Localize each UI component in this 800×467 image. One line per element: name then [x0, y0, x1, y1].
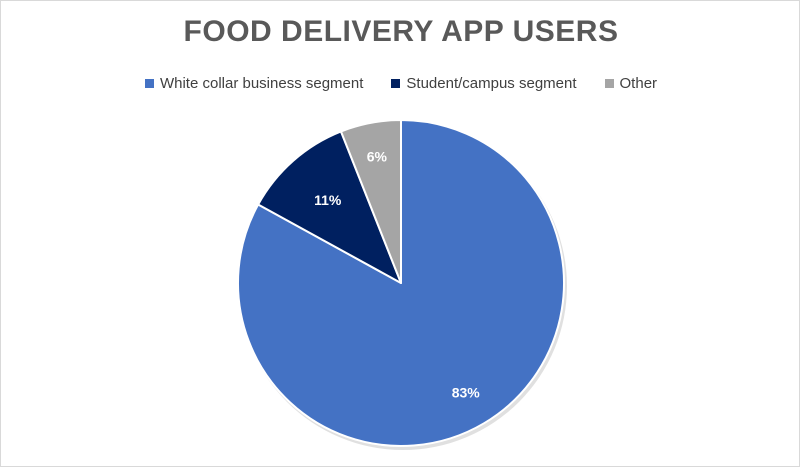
legend-item-other: Other [604, 75, 658, 92]
chart-legend: White collar business segment Student/ca… [1, 75, 800, 92]
legend-label-other: Other [619, 75, 658, 92]
legend-swatch-white-collar [144, 79, 154, 88]
pie-slice-student [257, 130, 402, 284]
chart-title: FOOD DELIVERY APP USERS [183, 15, 619, 48]
legend-label-student: Student/campus segment [406, 75, 577, 92]
data-label-white-collar: 83% [452, 384, 481, 400]
pie-slice-other [339, 119, 402, 284]
legend-label-white-collar: White collar business segment [159, 75, 364, 92]
data-label-student: 11% [314, 192, 342, 208]
legend-item-student: Student/campus segment [391, 75, 577, 92]
legend-swatch-student [391, 79, 401, 88]
legend-swatch-other [604, 79, 614, 88]
legend-item-white-collar: White collar business segment [144, 75, 364, 92]
data-label-other: 6% [367, 149, 388, 165]
